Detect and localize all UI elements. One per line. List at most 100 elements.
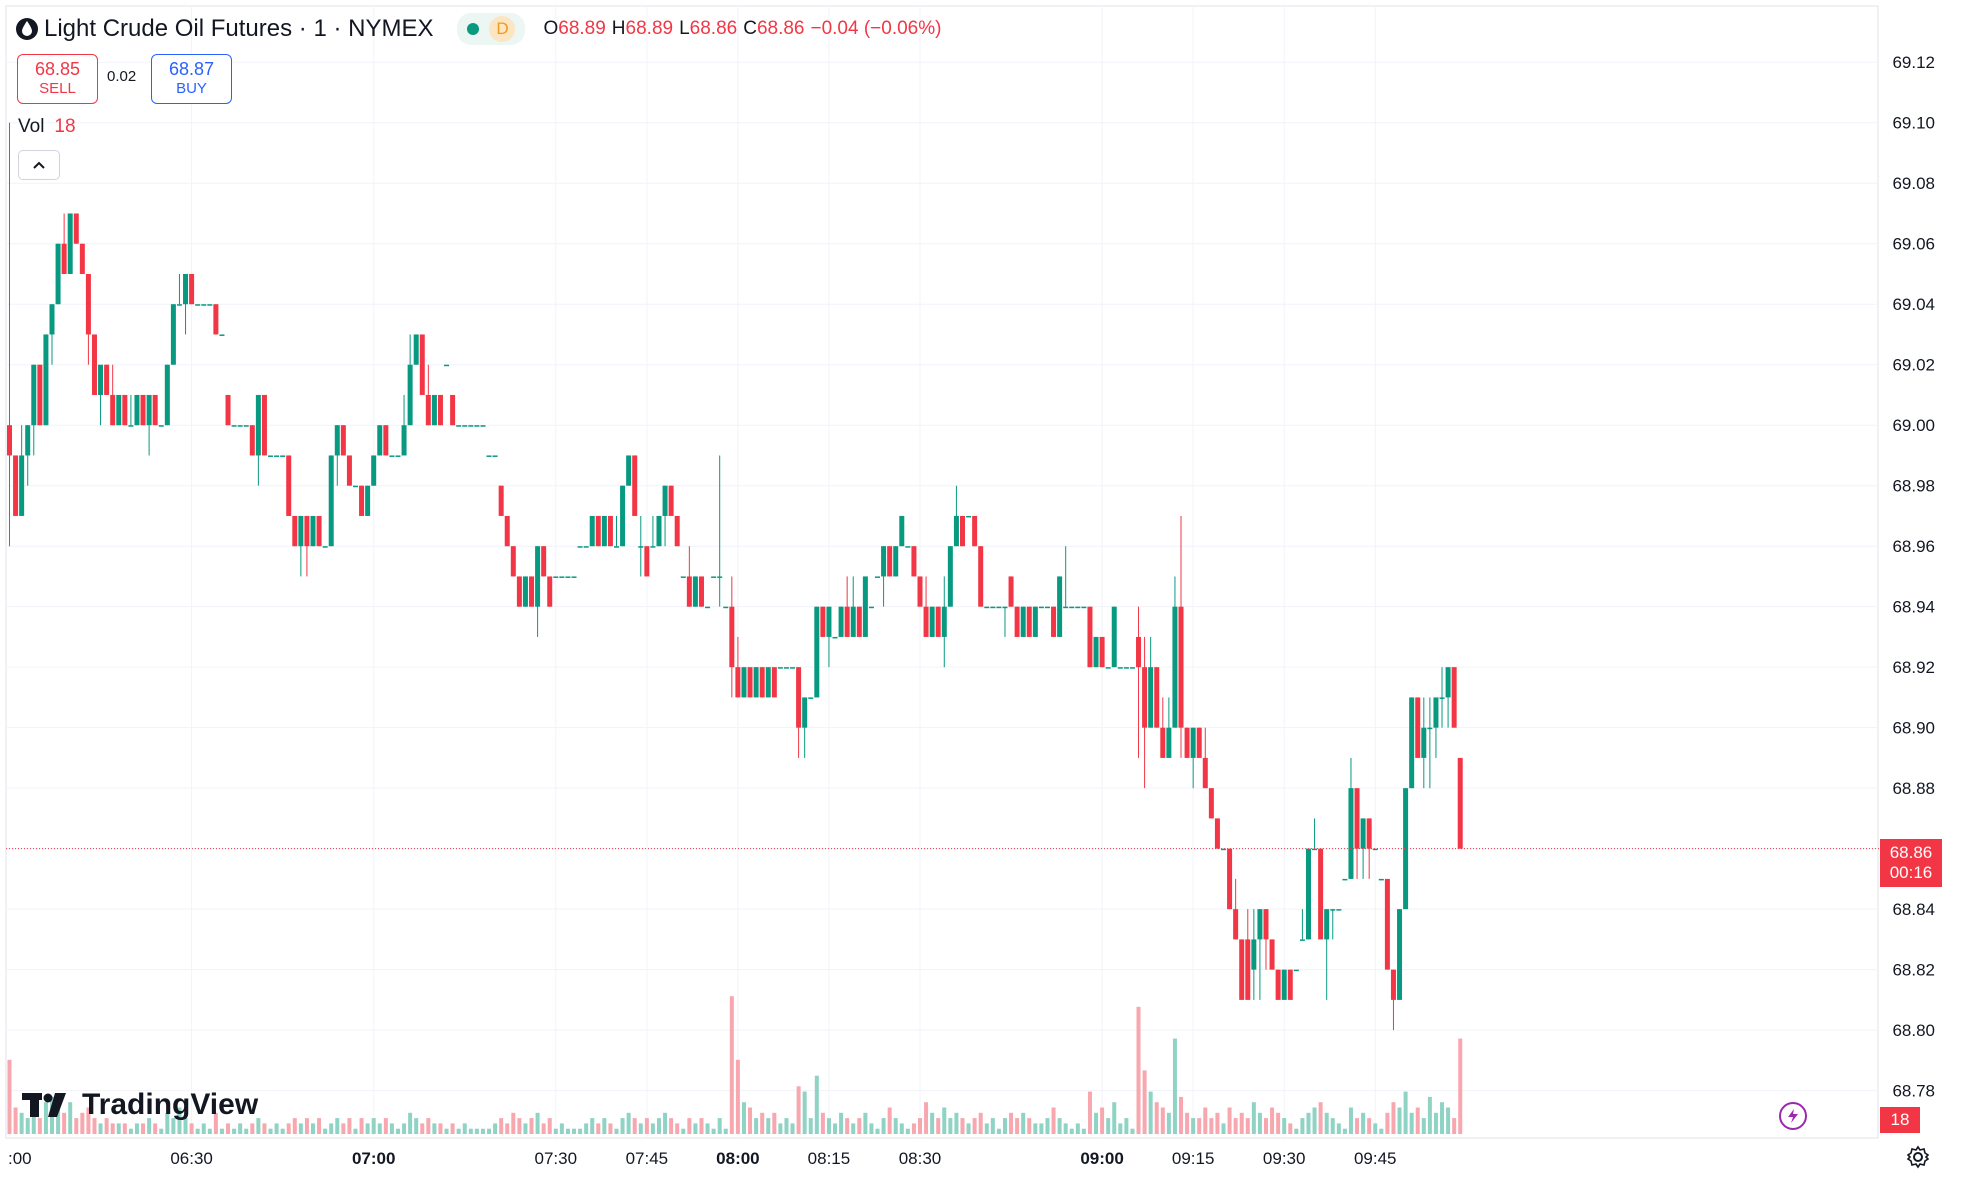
volume-bar	[905, 1128, 910, 1134]
volume-bar	[402, 1123, 407, 1134]
candle-body	[953, 515, 959, 547]
close-label: C	[743, 18, 757, 39]
price-candles	[7, 122, 1463, 1031]
volume-bar	[820, 1112, 825, 1134]
candle-body	[741, 667, 747, 698]
x-tick-label: 07:00	[352, 1149, 395, 1168]
x-tick-label: 09:45	[1354, 1149, 1397, 1168]
candle-body	[37, 364, 43, 426]
buy-button[interactable]: 68.87 BUY	[151, 54, 232, 104]
volume-bar	[493, 1123, 498, 1134]
candle-body	[996, 606, 1002, 609]
volume-legend[interactable]: Vol 18	[18, 116, 76, 138]
candle-body	[207, 304, 213, 306]
candle-body	[1057, 576, 1063, 637]
sell-price: 68.85	[34, 59, 81, 79]
candle-body	[383, 425, 389, 456]
volume-bar	[414, 1118, 419, 1134]
interval-badge: D	[489, 16, 516, 42]
candle-body	[1142, 667, 1148, 728]
market-status[interactable]: D	[457, 13, 526, 45]
candle-body	[1299, 939, 1305, 941]
collapse-legend-button[interactable]	[18, 150, 60, 180]
candle-body	[638, 546, 644, 548]
lightning-bolt-icon[interactable]	[1779, 1102, 1807, 1130]
volume-bar	[213, 1112, 218, 1134]
volume-bar	[1312, 1107, 1317, 1134]
volume-bars	[7, 996, 1463, 1134]
candle-body	[1251, 939, 1257, 970]
volume-bar	[802, 1091, 807, 1134]
volume-bar	[1336, 1123, 1341, 1134]
volume-bar	[1172, 1038, 1177, 1134]
candle-body	[322, 546, 328, 548]
candle-body	[1172, 606, 1178, 728]
candle-body	[838, 606, 844, 637]
candle-body	[1044, 606, 1050, 609]
candle-body	[1336, 909, 1342, 911]
volume-bar	[851, 1123, 856, 1134]
volume-bar	[201, 1123, 206, 1134]
candle-body	[698, 576, 704, 607]
volume-bar	[1306, 1112, 1311, 1134]
volume-bar	[110, 1123, 115, 1134]
candle-body	[644, 546, 650, 577]
sell-button[interactable]: 68.85 SELL	[17, 54, 98, 104]
volume-bar	[1209, 1118, 1214, 1134]
candle-body	[425, 394, 431, 426]
candle-body	[1202, 757, 1208, 789]
volume-bar	[1112, 1102, 1117, 1134]
price-axis[interactable]: 69.12 69.10 69.08 69.06 69.04 69.02 69.00 68.98…	[1892, 53, 1935, 1100]
candle-body	[1245, 939, 1251, 1000]
x-tick-label: 09:00	[1080, 1149, 1123, 1168]
x-tick-label: 08:30	[899, 1149, 942, 1168]
candle-body	[1409, 697, 1415, 789]
volume-bar	[735, 1059, 740, 1134]
volume-bar	[456, 1128, 461, 1134]
candle-body	[850, 606, 856, 637]
market-open-dot-icon	[467, 23, 480, 35]
volume-bar	[1045, 1118, 1050, 1134]
volume-bar	[893, 1118, 898, 1134]
candle-body	[1415, 697, 1421, 758]
volume-bar	[1318, 1102, 1323, 1134]
volume-bar	[122, 1123, 127, 1134]
candle-body	[1372, 848, 1378, 851]
candle-body	[1287, 969, 1293, 1000]
volume-bar	[7, 1059, 12, 1134]
volume-bar	[1373, 1123, 1378, 1134]
symbol-title[interactable]: Light Crude Oil Futures · 1 · NYMEX	[44, 15, 434, 42]
settings-gear-icon[interactable]	[1905, 1144, 1931, 1170]
candle-body	[577, 546, 583, 548]
open-value: 68.89	[558, 18, 606, 39]
volume-bar	[195, 1128, 200, 1134]
time-axis[interactable]: :00 06:30 07:00 07:30 07:45 08:00 08:15 08:30 09…	[8, 1149, 1397, 1168]
volume-bar	[541, 1123, 546, 1134]
candle-body	[595, 515, 601, 547]
symbol-header[interactable]: Light Crude Oil Futures · 1 · NYMEX D O6…	[16, 12, 941, 46]
candle-body	[365, 485, 371, 516]
volume-bar	[826, 1118, 831, 1134]
volume-bar	[353, 1128, 358, 1134]
candle-body	[176, 304, 182, 306]
volume-bar	[517, 1118, 522, 1134]
volume-bar	[1118, 1123, 1123, 1134]
candle-body	[1208, 788, 1214, 819]
volume-bar	[729, 996, 734, 1134]
volume-bar	[1391, 1102, 1396, 1134]
y-tick-label: 68.96	[1892, 537, 1935, 556]
candle-body	[547, 576, 553, 607]
volume-bar	[505, 1123, 510, 1134]
volume-bar	[92, 1118, 97, 1134]
volume-bar	[948, 1118, 953, 1134]
candle-body	[571, 576, 577, 578]
volume-bar	[602, 1118, 607, 1134]
candle-body	[796, 667, 802, 728]
tradingview-logo[interactable]: TradingView	[22, 1088, 258, 1122]
candle-body	[1257, 909, 1263, 940]
candle-body	[820, 606, 826, 637]
volume-bar	[256, 1118, 261, 1134]
candle-body	[777, 667, 783, 669]
candle-body	[1433, 697, 1439, 728]
